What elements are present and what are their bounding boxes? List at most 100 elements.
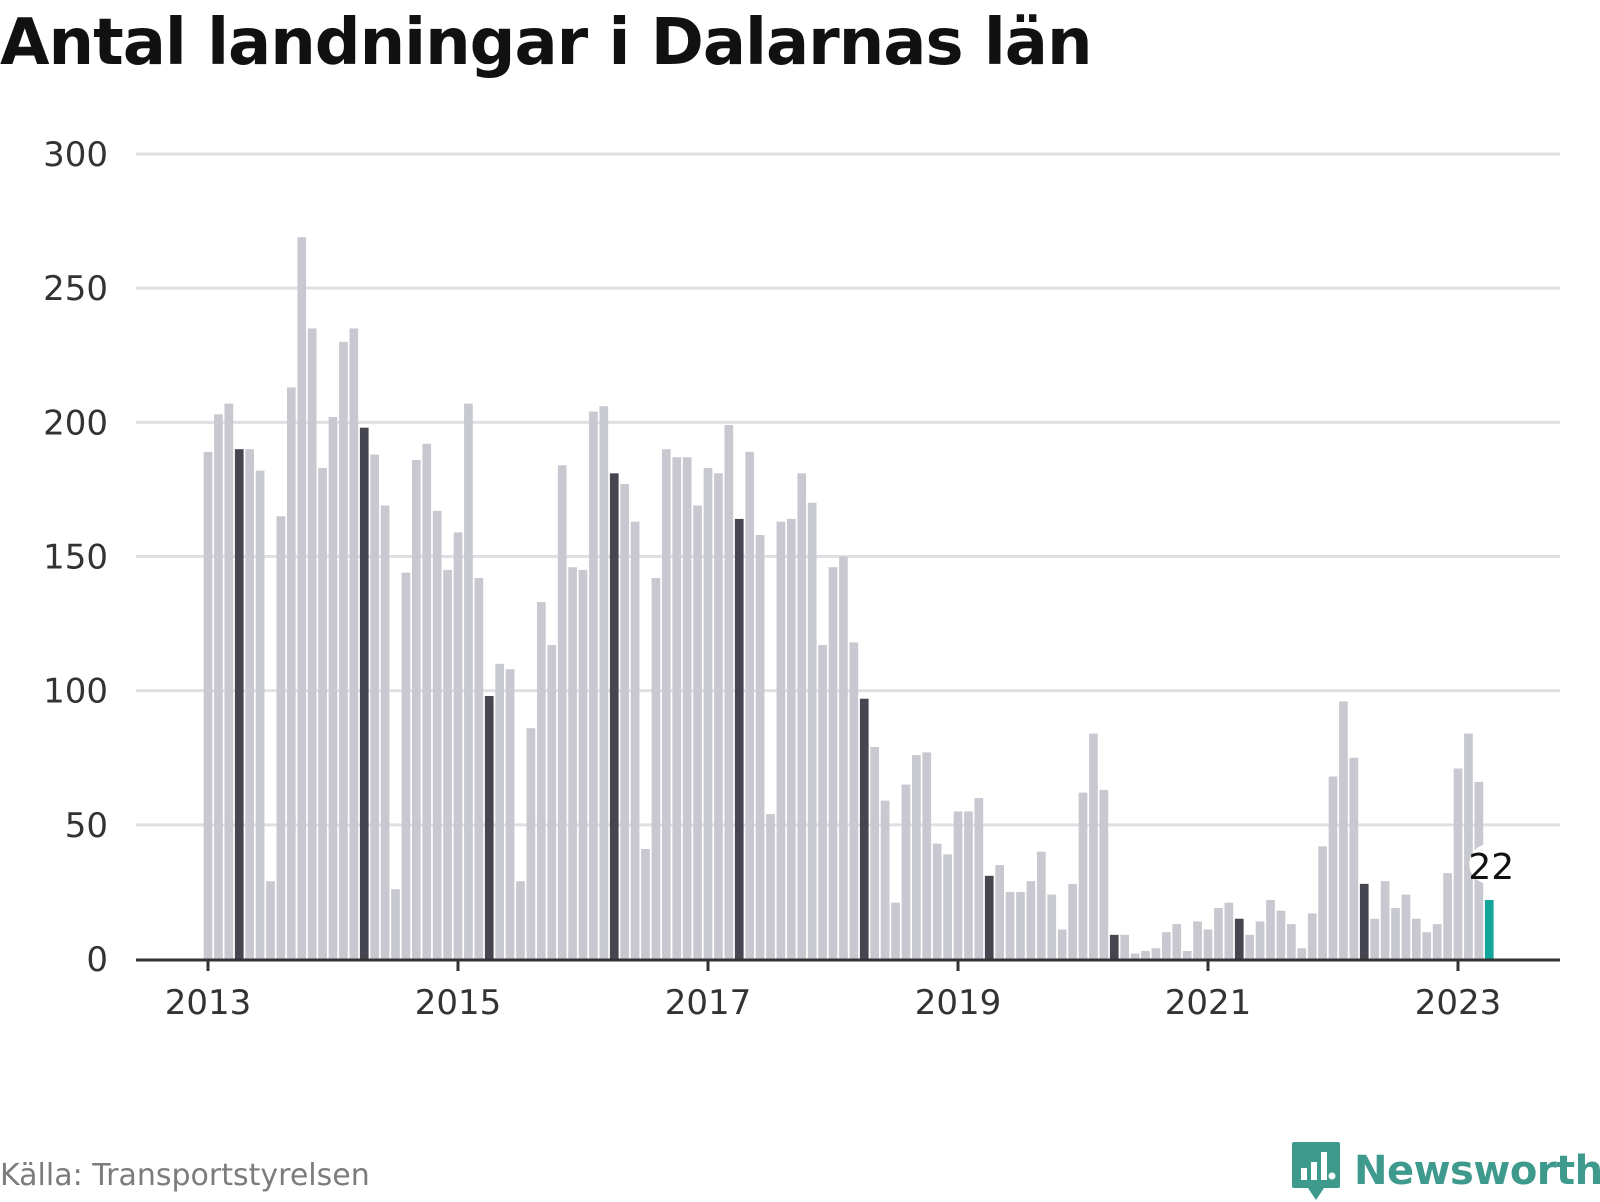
source-credit: Källa: Transportstyrelsen <box>0 1158 370 1193</box>
y-tick-label: 200 <box>43 403 108 443</box>
bar <box>1047 894 1057 959</box>
bar-highlight <box>1109 934 1119 959</box>
bar <box>464 403 473 959</box>
bar <box>807 502 817 959</box>
bar <box>1464 733 1473 959</box>
bar <box>1089 733 1098 959</box>
bar <box>349 328 359 959</box>
bar <box>547 645 557 959</box>
bar <box>703 467 713 959</box>
bar-highlight <box>859 698 869 959</box>
bar <box>568 567 577 959</box>
x-tick-label: 2015 <box>415 983 502 1023</box>
bar <box>1380 881 1390 959</box>
bar-highlight <box>609 473 619 959</box>
bar <box>474 577 484 959</box>
bar <box>1339 701 1348 959</box>
y-tick-label: 150 <box>43 538 108 578</box>
bar <box>1120 934 1130 959</box>
bar <box>1203 929 1213 959</box>
bar <box>1370 918 1380 959</box>
bar <box>839 556 848 959</box>
latest-value-label: 22 <box>1468 847 1514 888</box>
bar <box>1214 908 1223 959</box>
bar <box>1068 883 1077 959</box>
bar <box>766 814 775 959</box>
bar <box>651 577 661 959</box>
bar <box>953 811 963 959</box>
bar <box>318 467 327 959</box>
bar <box>828 567 838 959</box>
bar <box>1245 934 1255 959</box>
brand-name: Newsworthy <box>1354 1148 1600 1194</box>
bar <box>1286 924 1296 959</box>
bar <box>443 569 452 959</box>
bar <box>453 532 463 959</box>
bar-highlight <box>984 875 994 959</box>
bar <box>255 470 265 959</box>
bar <box>339 341 348 960</box>
bar <box>901 784 911 959</box>
bar-latest <box>1484 899 1494 959</box>
bar <box>1276 910 1286 959</box>
bar <box>922 752 932 959</box>
callout-bubble <box>1469 844 1510 884</box>
bar-highlight <box>484 696 494 959</box>
x-tick-label: 2013 <box>165 983 252 1023</box>
bar-highlight <box>359 427 369 959</box>
bar <box>932 843 942 959</box>
latest-value-callout: 22 <box>1468 844 1514 888</box>
bar <box>557 465 567 959</box>
bar <box>505 669 515 959</box>
bar <box>849 642 859 959</box>
bar <box>661 449 671 959</box>
bar <box>620 484 630 959</box>
bar <box>964 811 973 959</box>
bar <box>432 510 442 959</box>
bar <box>974 798 984 959</box>
bar <box>1036 851 1046 959</box>
bar <box>1078 792 1088 959</box>
bar <box>1307 913 1317 959</box>
y-tick-label: 0 <box>86 940 108 980</box>
bar <box>536 602 546 959</box>
bar <box>297 237 307 959</box>
bar <box>411 459 421 959</box>
bar <box>328 416 338 960</box>
bar <box>1141 950 1150 959</box>
brand-logo: Newsworthy <box>1290 1140 1600 1202</box>
bar <box>245 449 255 959</box>
bar <box>776 521 786 959</box>
x-tick-label: 2023 <box>1415 983 1502 1023</box>
bar <box>214 414 223 959</box>
bar-highlight <box>734 518 744 959</box>
bar <box>1401 894 1411 959</box>
bar <box>1443 873 1452 959</box>
bar <box>1411 918 1421 959</box>
bar <box>995 865 1005 959</box>
y-tick-label: 300 <box>43 135 108 175</box>
bar <box>1005 891 1015 959</box>
y-tick-label: 250 <box>43 269 108 309</box>
bar <box>891 902 900 959</box>
bar <box>203 451 213 959</box>
bar <box>224 403 234 959</box>
bar <box>1297 948 1307 959</box>
bar <box>797 473 807 959</box>
bar <box>1099 789 1109 959</box>
bar <box>1432 924 1442 959</box>
bar <box>1151 948 1161 959</box>
bar <box>286 387 296 959</box>
newsworthy-logo-icon <box>1292 1142 1340 1200</box>
bar-highlight <box>1234 918 1244 959</box>
x-tick-label: 2017 <box>665 983 752 1023</box>
bar <box>1016 891 1025 959</box>
bar <box>307 328 317 959</box>
bar <box>1026 881 1036 959</box>
bar <box>1255 921 1265 959</box>
bar <box>745 451 755 959</box>
bar <box>1266 899 1275 959</box>
bar <box>1182 950 1192 959</box>
bar <box>422 443 432 959</box>
